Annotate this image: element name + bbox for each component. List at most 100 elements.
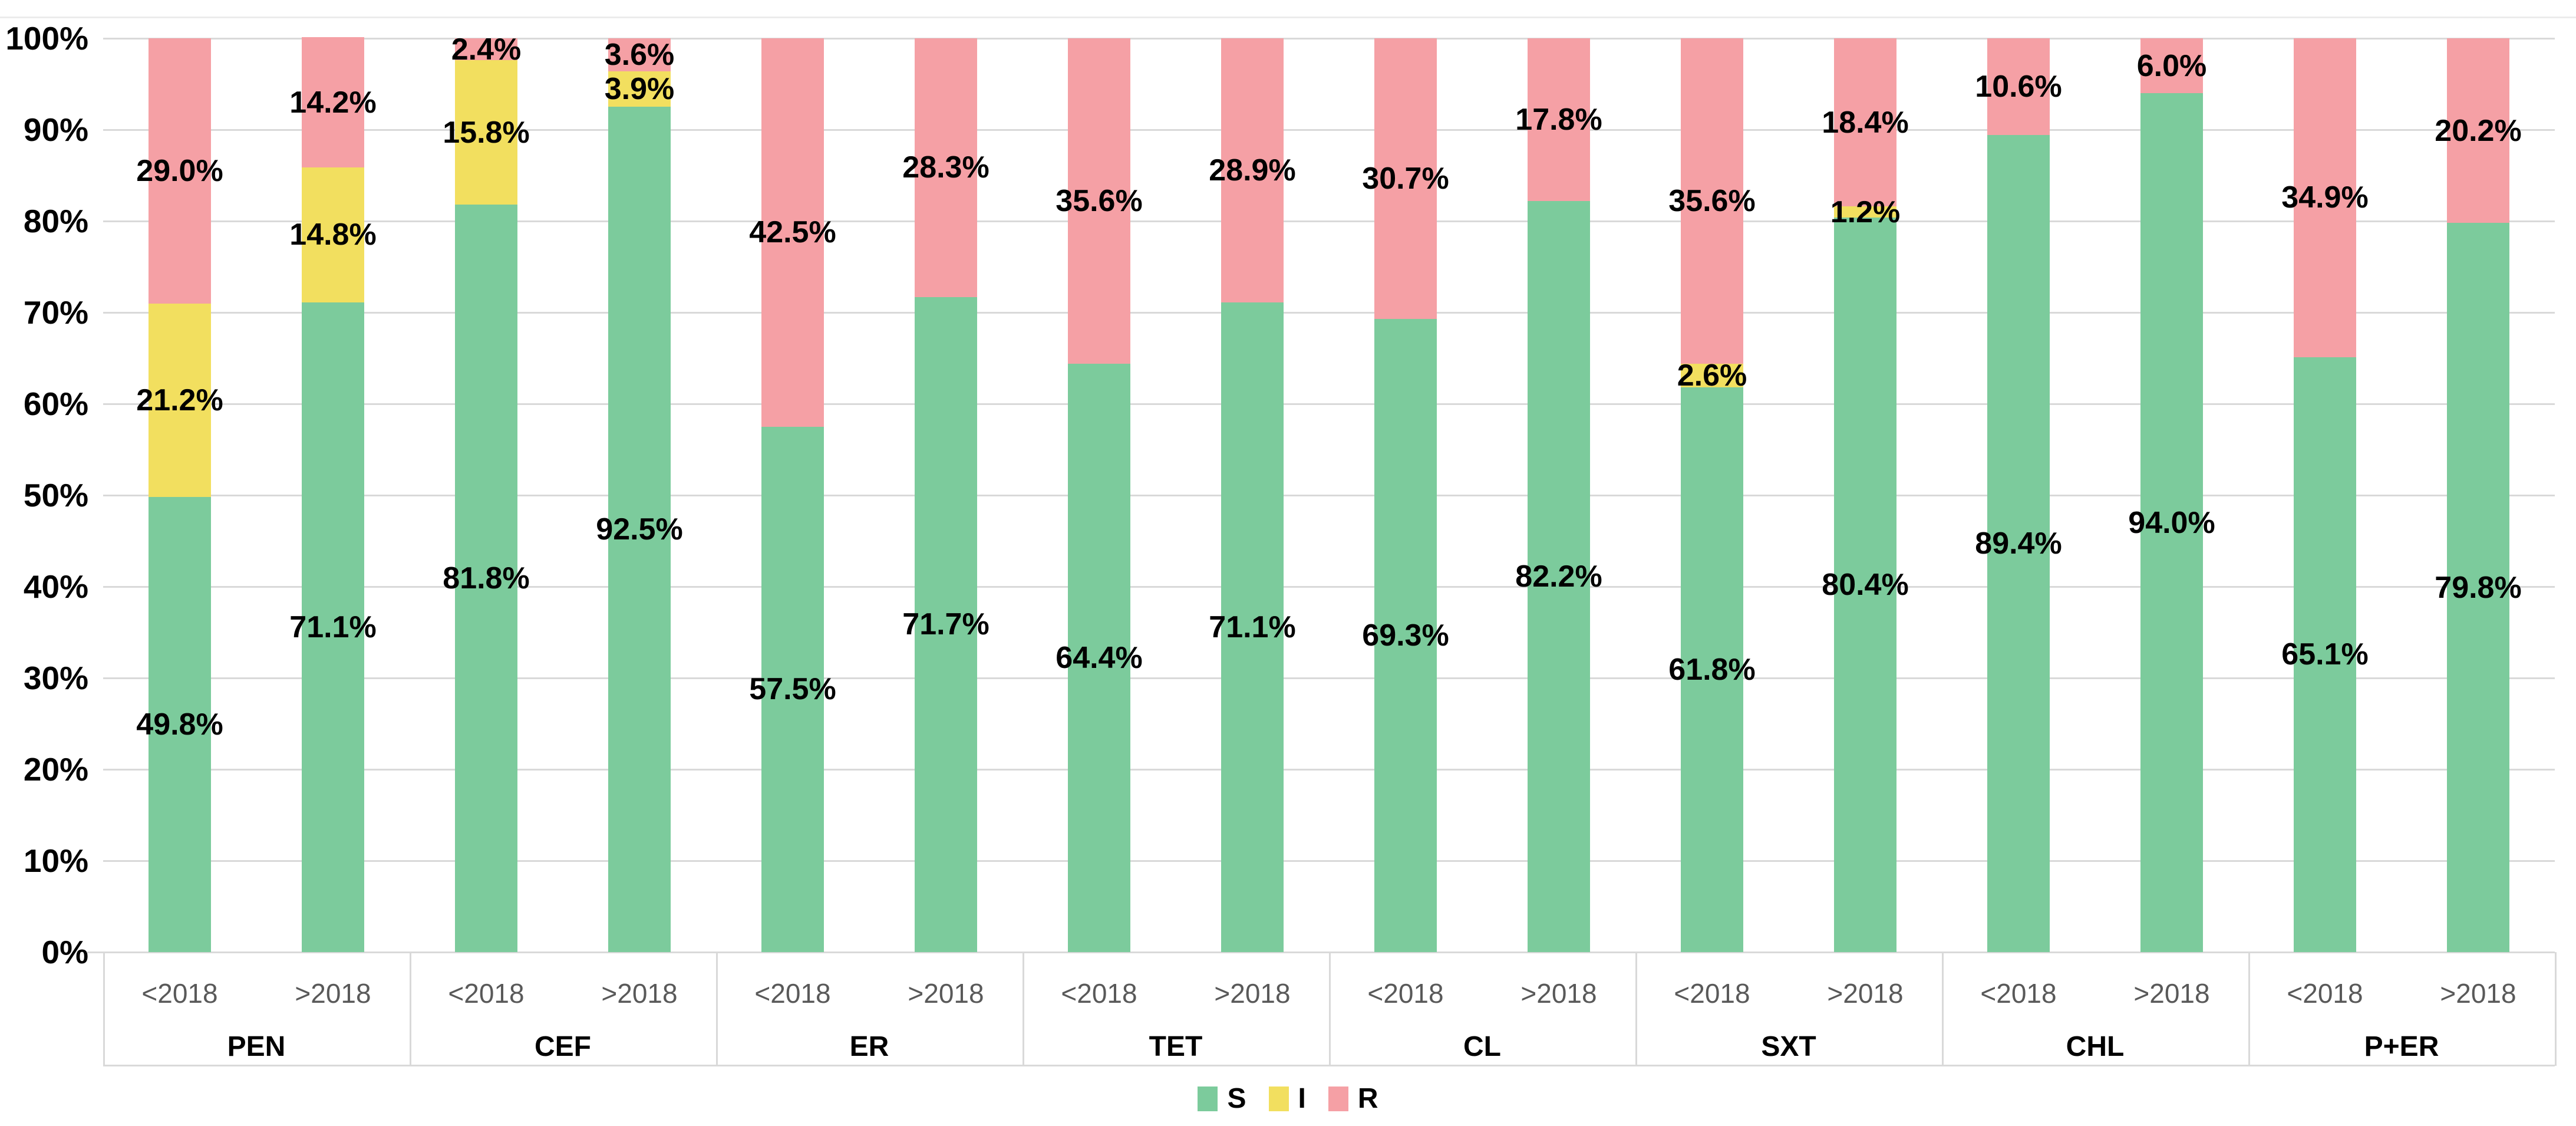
x-tick-label: <2018 <box>1980 978 2057 1009</box>
bar-segment-r <box>1528 38 1590 201</box>
x-tick-label: >2018 <box>295 978 371 1009</box>
group-separator <box>716 952 718 1066</box>
bar-segment-i <box>1834 206 1896 218</box>
bar-segment-r <box>2140 38 2203 93</box>
group-separator <box>1329 952 1331 1066</box>
bar-segment-i <box>455 60 517 205</box>
gridline <box>103 129 2555 131</box>
gridline <box>103 38 2555 39</box>
data-label-r: 10.6% <box>1975 70 2062 104</box>
x-tick-label: <2018 <box>2287 978 2363 1009</box>
gridline <box>103 312 2555 314</box>
data-label-r: 30.7% <box>1362 161 1449 196</box>
group-label: CL <box>1463 1031 1501 1062</box>
group-label: PEN <box>227 1031 286 1062</box>
bar-segment-r <box>608 38 671 71</box>
group-separator <box>103 952 105 1066</box>
data-label-r: 18.4% <box>1822 105 1909 140</box>
y-axis-label: 30% <box>23 660 88 696</box>
x-tick-label: >2018 <box>908 978 984 1009</box>
gridline <box>103 495 2555 496</box>
data-label-s: 64.4% <box>1056 640 1143 675</box>
data-label-r: 17.8% <box>1515 102 1602 137</box>
bar-segment-i <box>608 71 671 107</box>
bar-segment-s <box>1528 200 1590 952</box>
group-label: ER <box>849 1031 889 1062</box>
data-label-s: 94.0% <box>2128 505 2215 540</box>
data-label-s: 61.8% <box>1668 653 1756 687</box>
bar-segment-s <box>915 297 977 952</box>
data-label-i: 1.2% <box>1830 195 1901 229</box>
y-axis-label: 90% <box>23 111 88 148</box>
y-axis-label: 10% <box>23 842 88 879</box>
data-label-s: 71.7% <box>902 607 989 642</box>
y-axis-label: 80% <box>23 203 88 239</box>
legend-item-s: S <box>1198 1082 1246 1115</box>
legend-swatch-i-icon <box>1268 1086 1289 1111</box>
y-axis-label: 20% <box>23 751 88 788</box>
bar-segment-s <box>1221 302 1284 952</box>
group-label: TET <box>1149 1031 1203 1062</box>
data-label-s: 81.8% <box>443 561 530 596</box>
group-label: CHL <box>2066 1031 2125 1062</box>
group-separator <box>410 952 411 1066</box>
legend-label: R <box>1357 1083 1378 1114</box>
gridline <box>103 586 2555 588</box>
group-label: SXT <box>1761 1031 1816 1062</box>
data-label-i: 21.2% <box>136 383 223 417</box>
group-separator <box>1023 952 1024 1066</box>
legend-label: S <box>1227 1083 1246 1114</box>
data-label-r: 34.9% <box>2281 180 2369 215</box>
x-tick-label: <2018 <box>1061 978 1137 1009</box>
data-label-s: 79.8% <box>2435 570 2522 605</box>
legend-item-r: R <box>1328 1082 1378 1115</box>
data-label-i: 3.9% <box>604 72 675 107</box>
group-label: P+ER <box>2364 1031 2439 1062</box>
data-label-s: 80.4% <box>1822 567 1909 602</box>
data-label-r: 42.5% <box>749 215 836 250</box>
data-label-r: 35.6% <box>1668 183 1756 218</box>
bar-segment-r <box>915 38 977 297</box>
bar-segment-s <box>1374 318 1437 952</box>
data-label-s: 89.4% <box>1975 526 2062 561</box>
data-label-i: 2.6% <box>1677 358 1747 393</box>
data-label-s: 57.5% <box>749 672 836 707</box>
bar-segment-i <box>302 167 364 302</box>
zero-axis-tick <box>87 951 103 953</box>
group-separator <box>1942 952 1944 1066</box>
y-axis-label: 40% <box>23 568 88 605</box>
bar-segment-r <box>761 38 824 427</box>
data-label-r: 3.6% <box>604 37 675 72</box>
group-separator <box>2555 952 2557 1066</box>
bar-segment-i <box>149 303 211 498</box>
data-label-r: 2.4% <box>451 32 522 67</box>
y-axis-label: 100% <box>5 20 88 57</box>
bar-segment-i <box>1681 363 1743 388</box>
bar-segment-r <box>149 38 211 304</box>
data-label-r: 35.6% <box>1056 183 1143 218</box>
bar-segment-r <box>302 37 364 167</box>
x-tick-label: >2018 <box>2133 978 2210 1009</box>
bar-segment-s <box>1834 217 1896 952</box>
data-label-r: 28.3% <box>902 150 989 185</box>
bar-segment-s <box>149 497 211 952</box>
legend-swatch-s-icon <box>1198 1086 1218 1111</box>
x-tick-label: <2018 <box>1674 978 1750 1009</box>
data-label-s: 92.5% <box>596 512 683 547</box>
data-label-s: 49.8% <box>136 707 223 742</box>
group-separator <box>2248 952 2250 1066</box>
y-axis-label: 50% <box>23 477 88 513</box>
data-label-r: 28.9% <box>1209 153 1296 187</box>
data-label-s: 65.1% <box>2281 637 2369 672</box>
x-tick-label: <2018 <box>448 978 525 1009</box>
data-label-s: 71.1% <box>1209 610 1296 644</box>
data-label-r: 6.0% <box>2136 48 2207 83</box>
data-label-r: 14.2% <box>289 85 377 120</box>
chart-top-border <box>0 17 2576 18</box>
x-tick-label: >2018 <box>1214 978 1291 1009</box>
data-label-i: 14.8% <box>289 218 377 252</box>
group-label: CEF <box>535 1031 591 1062</box>
axis-label-area-border <box>103 1065 2555 1066</box>
